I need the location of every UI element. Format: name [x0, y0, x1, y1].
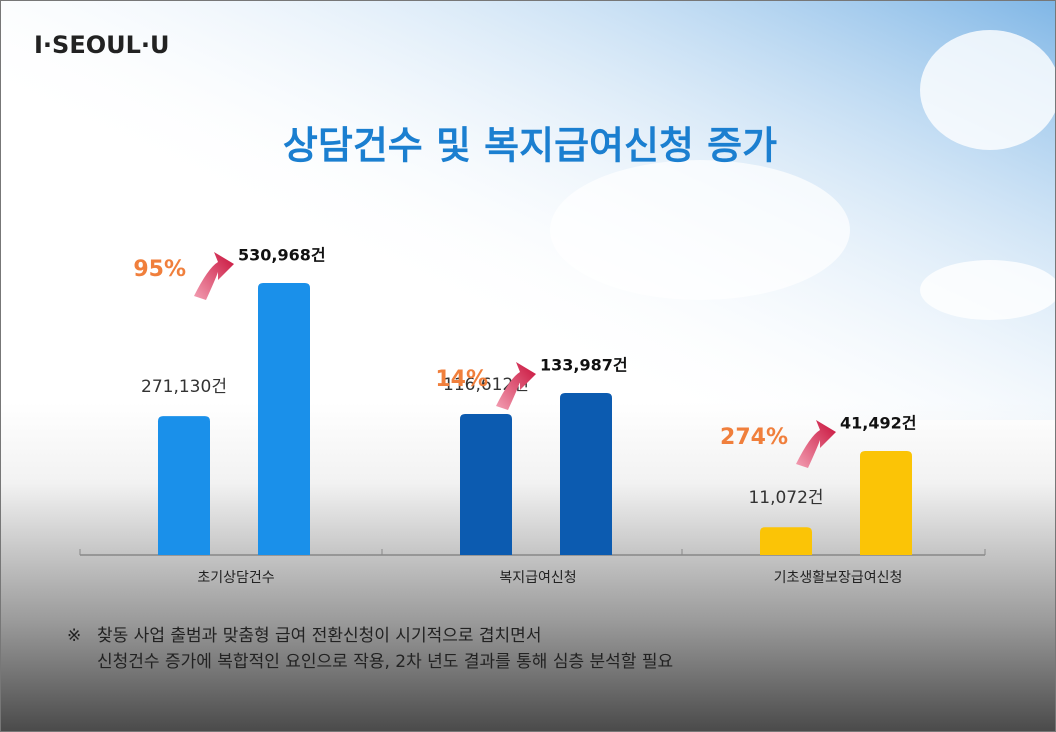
value-label: 133,987건 [540, 356, 628, 375]
note-line: 신청건수 증가에 복합적인 요인으로 작용, 2차 년도 결과를 통해 심층 분… [97, 652, 673, 672]
sky [0, 0, 1056, 420]
cloud [920, 260, 1056, 320]
bar [760, 527, 812, 555]
value-label: 271,130건 [141, 377, 227, 397]
growth-arrow [496, 362, 536, 410]
bar [158, 416, 210, 555]
value-label: 11,072건 [748, 488, 823, 508]
cloud [550, 160, 850, 300]
growth-label: 274% [720, 425, 788, 450]
bar [258, 283, 310, 555]
growth-label: 14% [435, 367, 488, 392]
value-label: 530,968건 [238, 246, 326, 265]
chart: 초기상담건수271,130건530,968건95%복지급여신청116,612건1… [79, 246, 986, 586]
logo: I·SEOUL·U [34, 31, 170, 59]
note-line: 찾동 사업 출범과 맞춤형 급여 전환신청이 시기적으로 겹치면서 [97, 626, 541, 646]
cloud [920, 30, 1056, 150]
bar [560, 393, 612, 555]
growth-label: 95% [133, 257, 186, 282]
growth-arrow [796, 420, 836, 468]
bar [860, 451, 912, 555]
note-symbol: ※ [67, 626, 81, 646]
chart-title: 상담건수 및 복지급여신청 증가 [283, 124, 777, 168]
x-tick-label: 기초생활보장급여신청 [774, 570, 903, 586]
value-label: 41,492건 [840, 414, 916, 433]
x-tick-label: 초기상담건수 [197, 570, 274, 586]
bar [460, 414, 512, 555]
growth-arrow [194, 252, 234, 300]
x-tick-label: 복지급여신청 [499, 570, 576, 586]
